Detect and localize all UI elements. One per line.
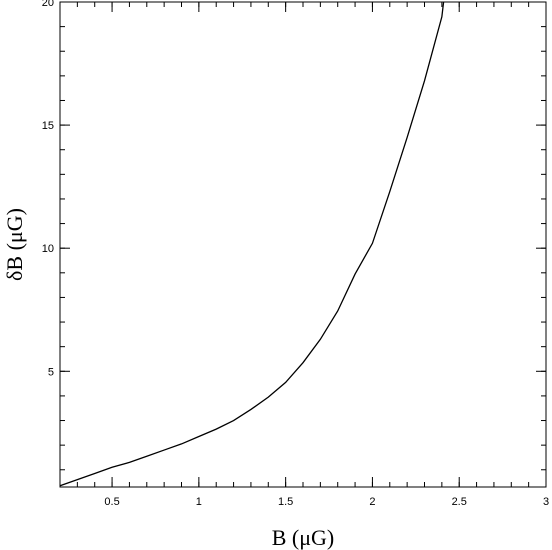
x-axis-label: B (μG) xyxy=(272,525,335,550)
x-tick-label: 0.5 xyxy=(104,496,119,508)
y-tick-label: 10 xyxy=(42,243,54,255)
y-tick-label: 15 xyxy=(42,120,54,132)
x-tick-label: 2 xyxy=(369,496,375,508)
minor-ticks xyxy=(59,1,547,487)
tick-labels: 0.5 1 1.5 2 2.5 3 5 10 15 20 xyxy=(42,0,549,508)
x-tick-label: 3 xyxy=(543,496,549,508)
major-ticks xyxy=(60,1,547,487)
x-tick-label: 1 xyxy=(196,496,202,508)
x-tick-label: 2.5 xyxy=(452,496,467,508)
y-tick-label: 20 xyxy=(42,0,54,9)
plot-frame xyxy=(59,1,547,488)
x-tick-label: 1.5 xyxy=(278,496,293,508)
y-tick-label: 5 xyxy=(48,366,54,378)
y-axis-label: δB (μG) xyxy=(2,208,27,281)
data-series-line xyxy=(59,1,445,487)
